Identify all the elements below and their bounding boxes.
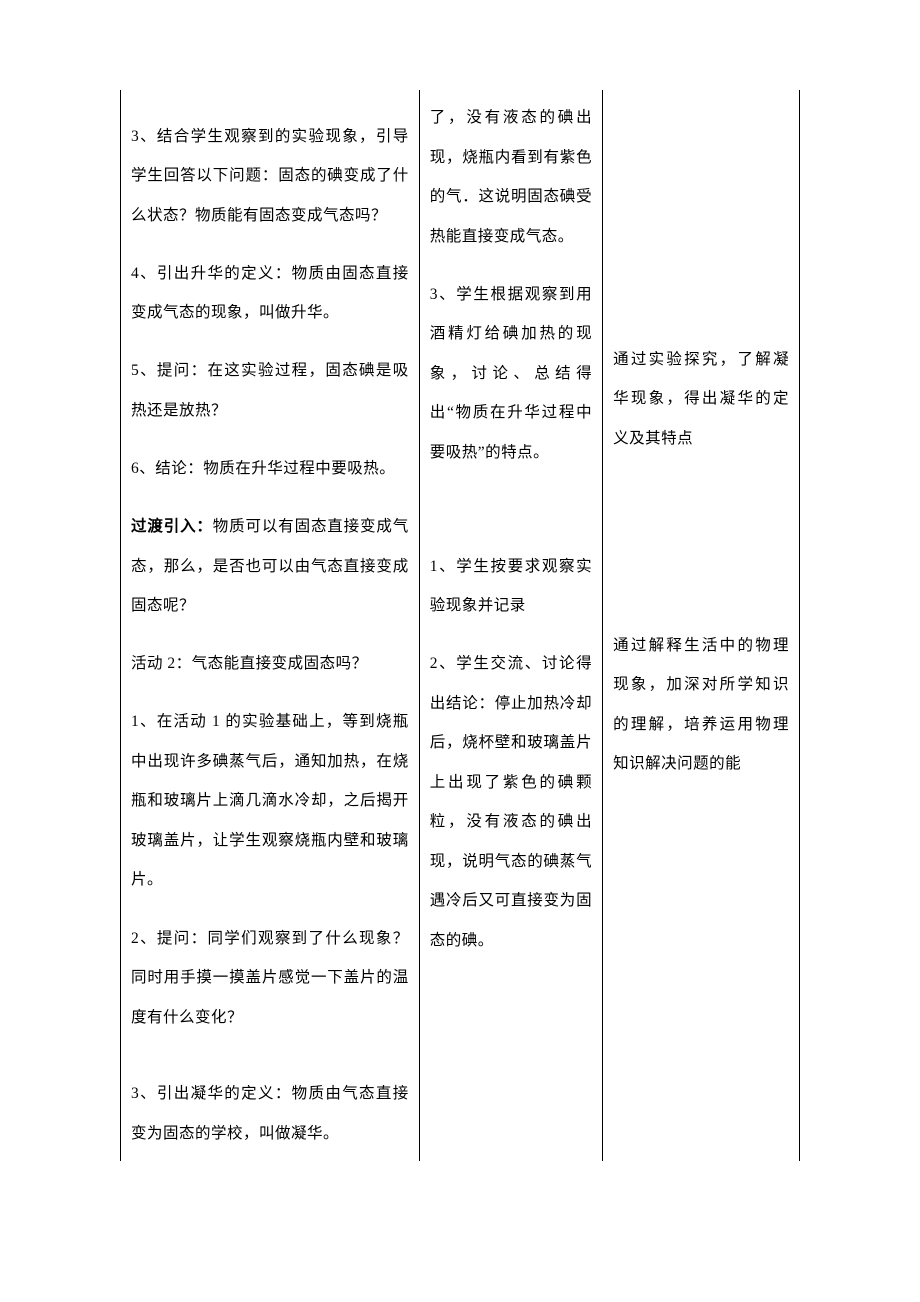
document-page: 3、结合学生观察到的实验现象，引导学生回答以下问题：固态的碘变成了什么状态？物质… — [0, 0, 920, 1221]
transition-paragraph: 过渡引入：物质可以有固态直接变成气态，那么，是否也可以由气态直接变成固态呢？ — [131, 507, 409, 626]
teacher-activity-cell: 3、结合学生观察到的实验现象，引导学生回答以下问题：固态的碘变成了什么状态？物质… — [121, 90, 420, 1161]
paragraph: 3、学生根据观察到用酒精灯给碘加热的现象，讨论、总结得出“物质在升华过程中要吸热… — [430, 275, 592, 473]
paragraph: 通过实验探究，了解凝华现象，得出凝华的定义及其特点 — [613, 340, 789, 459]
transition-label: 过渡引入： — [131, 518, 213, 535]
paragraph: 1、学生按要求观察实验现象并记录 — [430, 547, 592, 626]
paragraph: 4、引出升华的定义：物质由固态直接变成气态的现象，叫做升华。 — [131, 254, 409, 333]
design-intent-cell: 通过实验探究，了解凝华现象，得出凝华的定义及其特点 通过解释生活中的物理现象，加… — [603, 90, 800, 1161]
paragraph: 了，没有液态的碘出现，烧瓶内看到有紫色的气．这说明固态碘受热能直接变成气态。 — [430, 98, 592, 256]
lesson-plan-table: 3、结合学生观察到的实验现象，引导学生回答以下问题：固态的碘变成了什么状态？物质… — [120, 90, 800, 1161]
paragraph: 5、提问：在这实验过程，固态碘是吸热还是放热？ — [131, 351, 409, 430]
table-row: 3、结合学生观察到的实验现象，引导学生回答以下问题：固态的碘变成了什么状态？物质… — [121, 90, 800, 1161]
paragraph: 6、结论：物质在升华过程中要吸热。 — [131, 449, 409, 489]
paragraph: 2、提问：同学们观察到了什么现象？同时用手摸一摸盖片感觉一下盖片的温度有什么变化… — [131, 919, 409, 1038]
paragraph: 3、结合学生观察到的实验现象，引导学生回答以下问题：固态的碘变成了什么状态？物质… — [131, 117, 409, 236]
paragraph: 3、引出凝华的定义：物质由气态直接变为固态的学校，叫做凝华。 — [131, 1074, 409, 1153]
paragraph: 通过解释生活中的物理现象，加深对所学知识的理解，培养运用物理知识解决问题的能 — [613, 626, 789, 784]
paragraph: 2、学生交流、讨论得出结论：停止加热冷却后，烧杯壁和玻璃盖片上出现了紫色的碘颗粒… — [430, 644, 592, 960]
paragraph: 1、在活动 1 的实验基础上，等到烧瓶中出现许多碘蒸气后，通知加热，在烧瓶和玻璃… — [131, 702, 409, 900]
student-activity-cell: 了，没有液态的碘出现，烧瓶内看到有紫色的气．这说明固态碘受热能直接变成气态。 3… — [419, 90, 602, 1161]
paragraph: 活动 2：气态能直接变成固态吗？ — [131, 644, 409, 684]
